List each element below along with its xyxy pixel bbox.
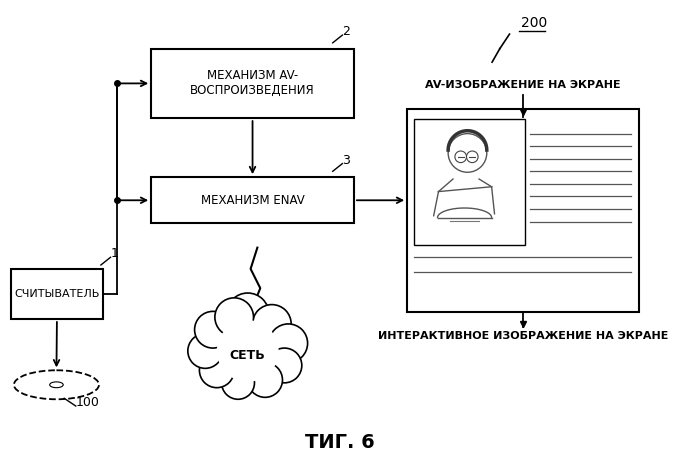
Text: ИНТЕРАКТИВНОЕ ИЗОБРАЖЕНИЕ НА ЭКРАНЕ: ИНТЕРАКТИВНОЕ ИЗОБРАЖЕНИЕ НА ЭКРАНЕ — [378, 332, 668, 342]
Bar — [414, 119, 525, 245]
Text: ΤИГ. 6: ΤИГ. 6 — [305, 433, 375, 452]
Circle shape — [215, 298, 254, 336]
Text: МЕХАНИЗМ ENAV: МЕХАНИЗМ ENAV — [201, 194, 305, 207]
Ellipse shape — [14, 370, 99, 399]
Circle shape — [188, 333, 222, 368]
Circle shape — [252, 305, 291, 343]
Text: 1: 1 — [110, 247, 118, 260]
Circle shape — [222, 367, 254, 399]
Text: 3: 3 — [343, 154, 350, 166]
Circle shape — [217, 320, 279, 382]
Text: МЕХАНИЗМ AV-
ВОСПРОИЗВЕДЕНИЯ: МЕХАНИЗМ AV- ВОСПРОИЗВЕДЕНИЯ — [190, 70, 315, 97]
Circle shape — [226, 293, 269, 335]
Circle shape — [247, 363, 282, 397]
Bar — [11, 269, 103, 319]
Bar — [151, 49, 354, 118]
Bar — [407, 109, 639, 312]
Text: СЧИТЫВАТЕЛЬ: СЧИТЫВАТЕЛЬ — [14, 289, 100, 299]
Circle shape — [267, 348, 302, 383]
Circle shape — [209, 312, 287, 390]
Text: 100: 100 — [75, 396, 100, 409]
Text: AV-ИЗОБРАЖЕНИЕ НА ЭКРАНЕ: AV-ИЗОБРАЖЕНИЕ НА ЭКРАНЕ — [425, 80, 621, 90]
Bar — [151, 177, 354, 223]
Circle shape — [269, 324, 308, 363]
Circle shape — [194, 311, 231, 348]
Text: 200: 200 — [521, 17, 547, 30]
Text: 2: 2 — [343, 25, 350, 38]
Text: СЕТЬ: СЕТЬ — [230, 349, 266, 362]
Circle shape — [199, 353, 234, 388]
Ellipse shape — [50, 382, 63, 388]
